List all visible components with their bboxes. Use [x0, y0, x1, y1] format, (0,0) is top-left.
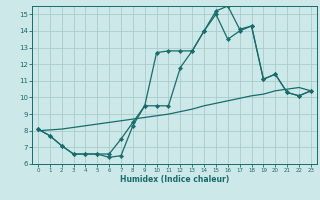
X-axis label: Humidex (Indice chaleur): Humidex (Indice chaleur): [120, 175, 229, 184]
